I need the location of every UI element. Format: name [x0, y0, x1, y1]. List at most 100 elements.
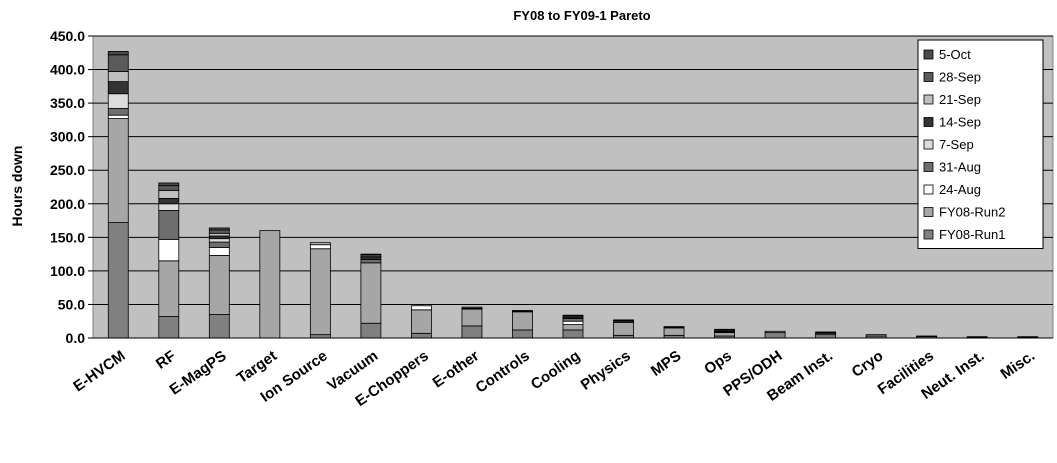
bar-segment: [562, 320, 584, 325]
x-tick-label: RF: [153, 347, 179, 372]
legend-swatch: [923, 94, 934, 105]
bar-segment: [107, 108, 129, 116]
x-tick-label: Ops: [701, 347, 735, 378]
bar-segment: [107, 81, 129, 95]
x-tick-label: Physics: [578, 347, 634, 393]
bar-segment: [208, 241, 230, 248]
legend-entry: 5-Oct: [939, 47, 971, 62]
y-tick-label: 200.0: [50, 196, 85, 212]
bar-segment: [158, 198, 180, 205]
bar-stacks: [93, 51, 1053, 339]
bar-segment: [158, 185, 180, 191]
bar-segment: [107, 118, 129, 223]
bar-segment: [208, 255, 230, 315]
bar-segment: [208, 238, 230, 243]
bar-segment: [107, 51, 129, 56]
bar-segment: [512, 329, 533, 339]
bar-segment: [411, 309, 432, 334]
bar-segment: [512, 311, 533, 331]
bar-segment: [764, 332, 786, 339]
legend-swatch: [923, 162, 934, 172]
plot-area: [92, 35, 1054, 339]
legend-entry: FY08-Run1: [939, 227, 1005, 242]
bar-segment: [613, 319, 634, 321]
legend-swatch: [923, 139, 934, 150]
bar-segment: [158, 238, 180, 262]
bar-segment: [714, 328, 735, 331]
y-tick-label: 50.0: [58, 296, 85, 312]
legend-entry: 7-Sep: [939, 137, 974, 152]
bar-segment: [107, 71, 129, 83]
legend: 5-Oct 28-Sep 21-Sep 14-Sep 7-Sep 31-Aug 24-Aug…: [917, 39, 1044, 249]
bar-segment: [158, 260, 180, 317]
legend-swatch: [923, 207, 934, 217]
bar-segment: [1017, 336, 1039, 338]
y-tick-label: 350.0: [50, 95, 85, 111]
bar-segment: [360, 253, 382, 256]
bar-segment: [208, 227, 230, 231]
bar-segment: [815, 331, 837, 334]
y-tick-label: 400.0: [50, 62, 85, 78]
y-tick-label: 300.0: [50, 129, 85, 145]
legend-swatch: [923, 72, 934, 82]
bar-segment: [663, 326, 685, 328]
bar-segment: [562, 314, 584, 317]
bar-segment: [916, 335, 938, 338]
bar-segment: [309, 242, 331, 246]
bar-segment: [360, 322, 382, 339]
legend-swatch: [923, 117, 934, 127]
chart-title: FY08 to FY09-1 Pareto: [513, 8, 650, 23]
bar-segment: [663, 327, 685, 336]
y-axis-label: Hours down: [9, 146, 25, 227]
bar-segment: [461, 308, 483, 327]
bar-segment: [107, 222, 129, 339]
bar-segment: [107, 54, 129, 72]
y-tick-label: 150.0: [50, 229, 85, 245]
plot-background: [92, 35, 1054, 339]
legend-swatch: [923, 229, 934, 240]
bar-segment: [208, 232, 230, 237]
bar-segment: [461, 306, 483, 309]
bar-segment: [764, 330, 786, 334]
bar-segment: [107, 114, 129, 119]
y-tick-label: 100.0: [50, 263, 85, 279]
bar-segment: [107, 93, 129, 109]
bar-segment: [815, 334, 837, 339]
y-tick-label: 450.0: [50, 28, 85, 44]
bar-segment: [208, 314, 230, 339]
x-tick-label: Cooling: [528, 347, 583, 393]
bar-segment: [411, 332, 432, 339]
bar-segment: [360, 262, 382, 324]
bar-segment: [309, 244, 331, 250]
bar-segment: [461, 325, 483, 339]
legend-entry: 31-Aug: [939, 160, 981, 175]
y-tick-label: 0.0: [66, 330, 86, 346]
bar-segment: [309, 334, 331, 339]
x-tick-label: Misc.: [998, 347, 1038, 382]
y-axis-ticks: 0.0 50.0 100.0 150.0 200.0 250.0 300.0 350.0 400…: [50, 28, 93, 346]
bar-segment: [966, 336, 988, 338]
bar-segment: [259, 230, 281, 339]
bar-segment: [562, 329, 584, 339]
bar-segment: [360, 256, 382, 260]
bar-segment: [208, 229, 230, 234]
bar-segment: [158, 316, 180, 339]
legend-swatch: [923, 49, 934, 60]
bar-segment: [613, 322, 634, 336]
bar-segment: [411, 305, 432, 311]
bar-segment: [208, 246, 230, 256]
x-tick-label: Controls: [472, 347, 532, 396]
legend-entry: FY08-Run2: [939, 205, 1005, 220]
legend-box: [917, 39, 1044, 249]
x-tick-label: Cryo: [849, 347, 887, 381]
bar-segment: [158, 189, 180, 199]
x-tick-label: MPS: [648, 347, 684, 380]
y-tick-label: 250.0: [50, 162, 85, 178]
bar-segment: [562, 318, 584, 322]
bar-segment: [158, 203, 180, 211]
bar-segment: [360, 259, 382, 264]
x-tick-label: E-HVCM: [70, 347, 128, 395]
